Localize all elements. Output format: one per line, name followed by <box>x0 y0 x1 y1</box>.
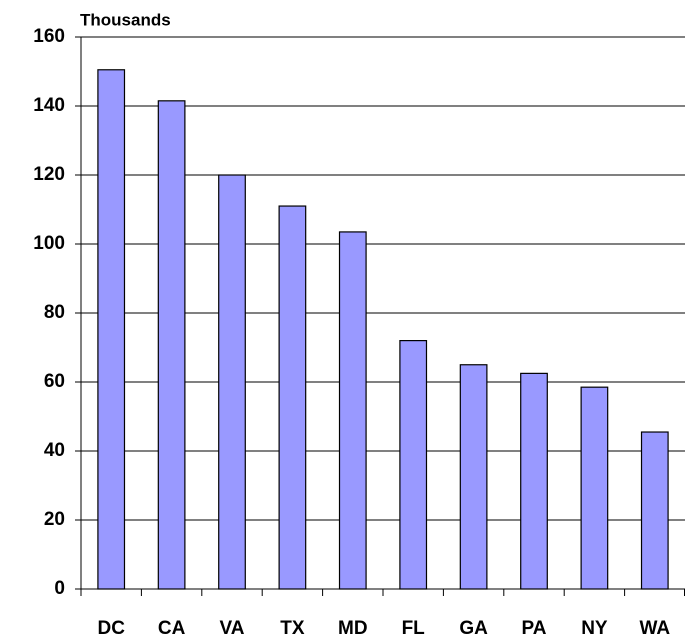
y-tick-label: 60 <box>44 371 65 392</box>
bar <box>520 372 548 590</box>
y-tick-label: 100 <box>33 233 65 254</box>
y-tick-label: 160 <box>33 26 65 47</box>
y-tick-label: 120 <box>33 164 65 185</box>
bar <box>338 231 367 590</box>
x-tick-label: VA <box>220 618 245 639</box>
bar <box>580 386 609 590</box>
x-tick-label: GA <box>459 618 488 639</box>
x-tick-label: DC <box>97 618 125 639</box>
bar <box>640 431 669 590</box>
y-axis-label: Thousands <box>80 10 171 29</box>
bar <box>459 364 488 590</box>
y-tick-label: 40 <box>44 440 65 461</box>
x-tick-label: TX <box>280 618 305 639</box>
bar <box>157 100 186 590</box>
bar <box>278 205 307 590</box>
bar <box>97 69 126 590</box>
y-tick-label: 20 <box>44 509 65 530</box>
y-tick-label: 0 <box>54 578 65 599</box>
y-tick-label: 80 <box>44 302 65 323</box>
x-tick-label: PA <box>522 618 547 639</box>
bar <box>399 340 428 590</box>
bar <box>218 174 246 590</box>
x-tick-label: FL <box>402 618 426 639</box>
x-tick-label: CA <box>158 618 186 639</box>
x-tick-label: NY <box>581 618 608 639</box>
y-tick-label: 140 <box>33 95 65 116</box>
x-tick-label: WA <box>639 618 670 639</box>
x-tick-label: MD <box>338 618 368 639</box>
